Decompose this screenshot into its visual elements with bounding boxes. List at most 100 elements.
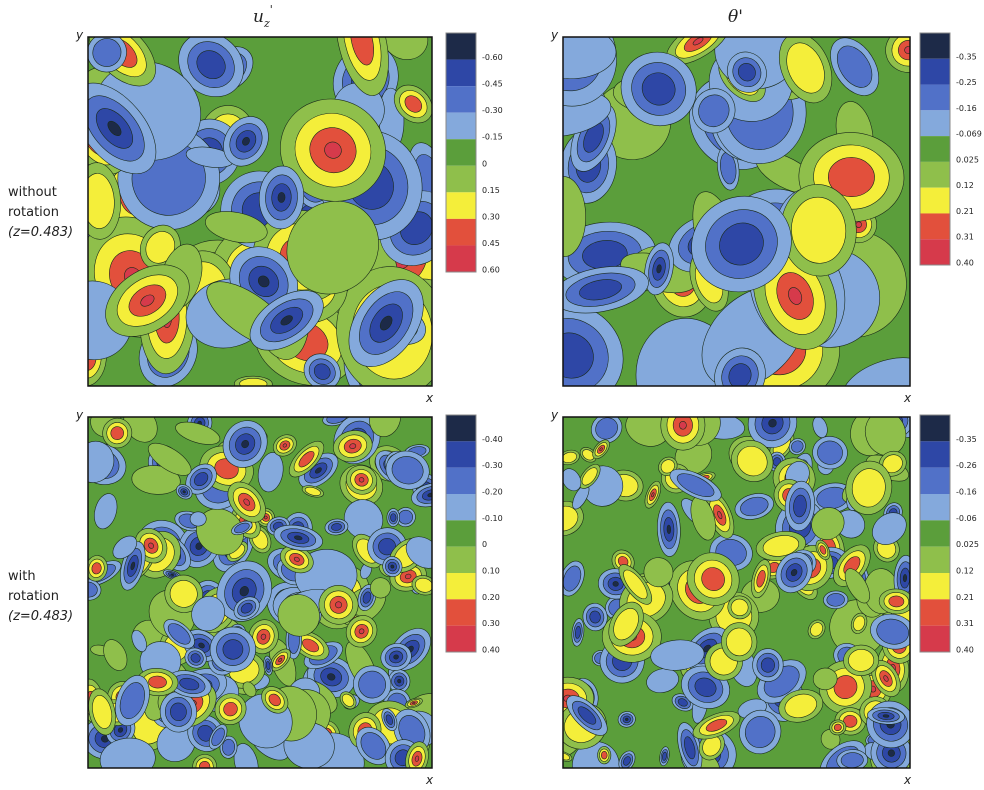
colorbar-label: -0.45	[482, 80, 503, 89]
colorbar-label: -0.10	[482, 514, 503, 523]
x-axis-label: x	[425, 773, 434, 786]
contour-blob	[613, 581, 619, 587]
colorbar-label: -0.40	[482, 435, 503, 444]
contour-blob	[667, 525, 671, 534]
colorbar-swatch	[920, 162, 950, 188]
contour-field	[539, 389, 940, 786]
colorbar-swatch	[446, 113, 476, 140]
colorbar-label: 0.31	[956, 233, 974, 242]
colorbar-label: 0.20	[482, 593, 500, 602]
row-label: without	[8, 185, 57, 200]
y-axis-label: y	[75, 408, 84, 422]
colorbar-label: 0.60	[482, 266, 500, 275]
colorbar-label: 0.12	[956, 567, 974, 576]
colorbar-swatch	[920, 188, 950, 214]
colorbar-swatch	[920, 85, 950, 111]
colorbar-label: 0.30	[482, 212, 500, 221]
y-axis-label: y	[550, 408, 559, 422]
colorbar-swatch	[920, 626, 950, 652]
colorbar-label: -0.15	[482, 133, 503, 142]
colorbar-swatch	[446, 468, 476, 494]
colorbar-swatch	[920, 441, 950, 467]
contour-blob	[601, 751, 607, 759]
colorbar-label: -0.30	[482, 461, 503, 470]
colorbar-label: 0.40	[956, 646, 974, 655]
colorbar-label: 0.31	[956, 619, 974, 628]
colorbar-label: 0.025	[956, 155, 979, 164]
contour-blob	[199, 761, 210, 772]
colorbar-label: -0.30	[482, 106, 503, 115]
colorbar-label: 0.025	[956, 540, 979, 549]
colorbar-label: 0.12	[956, 181, 974, 190]
colorbar-label: 0.15	[482, 186, 500, 195]
colorbar-swatch	[446, 573, 476, 599]
colorbar-label: -0.35	[956, 435, 977, 444]
colorbar-label: 0.30	[482, 619, 500, 628]
row-label: rotation	[8, 205, 59, 220]
colorbar-label: -0.06	[956, 514, 977, 523]
row-param: (z=0.483)	[8, 609, 73, 624]
colorbar-label: -0.60	[482, 53, 503, 62]
colorbar-label: -0.35	[956, 52, 977, 61]
colorbar-swatch	[446, 547, 476, 573]
contour-blob	[390, 514, 396, 522]
colorbar-swatch	[920, 494, 950, 520]
colorbar-swatch	[920, 136, 950, 162]
contour-blob	[883, 714, 889, 717]
colorbar-swatch	[446, 33, 476, 60]
row-param: (z=0.483)	[8, 225, 73, 240]
colorbar-swatch	[446, 599, 476, 625]
contour-blob	[190, 512, 206, 526]
colorbar-label: 0.40	[956, 259, 974, 268]
colorbar-swatch	[446, 139, 476, 166]
colorbar-label: -0.069	[956, 130, 982, 139]
colorbar-swatch	[446, 219, 476, 246]
y-axis-label: y	[75, 28, 84, 42]
colorbar-label: -0.16	[956, 104, 977, 113]
colorbar-swatch	[920, 520, 950, 546]
colorbar-swatch	[920, 468, 950, 494]
colorbar-swatch	[446, 520, 476, 546]
contour-blob	[240, 378, 268, 389]
colorbar-swatch	[446, 415, 476, 441]
contour-field	[40, 0, 480, 432]
figure: uz' θ' without rotation (z=0.483) with r…	[0, 0, 984, 786]
colorbar-swatch	[446, 60, 476, 87]
x-axis-label: x	[425, 391, 434, 405]
contour-blob	[519, 22, 617, 80]
colorbar-swatch	[920, 110, 950, 136]
colorbar-label: 0	[482, 540, 487, 549]
y-axis-label: y	[550, 28, 559, 42]
colorbar-label: -0.26	[956, 461, 977, 470]
row-label: with	[8, 569, 36, 584]
colorbar-swatch	[920, 239, 950, 265]
colorbar-swatch	[446, 86, 476, 113]
colorbar-swatch	[920, 599, 950, 625]
colorbar-swatch	[446, 494, 476, 520]
colorbar-label: 0.45	[482, 239, 500, 248]
contour-blob	[903, 574, 907, 581]
column-title: θ'	[728, 7, 743, 27]
colorbar-label: 0.40	[482, 646, 500, 655]
contour-blob	[278, 192, 286, 202]
colorbar-swatch	[446, 166, 476, 193]
colorbar-swatch	[446, 245, 476, 272]
colorbar-swatch	[920, 59, 950, 85]
colorbar-swatch	[920, 573, 950, 599]
colorbar-label: 0.21	[956, 593, 974, 602]
colorbar-swatch	[920, 213, 950, 239]
contour-blob	[761, 658, 775, 673]
row-label: rotation	[8, 589, 59, 604]
contour-blob	[679, 421, 686, 429]
colorbar-label: 0	[482, 159, 487, 168]
colorbar-swatch	[920, 33, 950, 59]
colorbar-swatch	[920, 415, 950, 441]
column-title: uz'	[253, 3, 273, 30]
contour-blob	[397, 679, 401, 683]
x-axis-label: x	[903, 773, 912, 786]
contour-blob	[625, 718, 628, 721]
colorbar-swatch	[920, 547, 950, 573]
colorbar-swatch	[446, 441, 476, 467]
x-axis-label: x	[903, 391, 912, 405]
contour-field	[493, 0, 937, 441]
